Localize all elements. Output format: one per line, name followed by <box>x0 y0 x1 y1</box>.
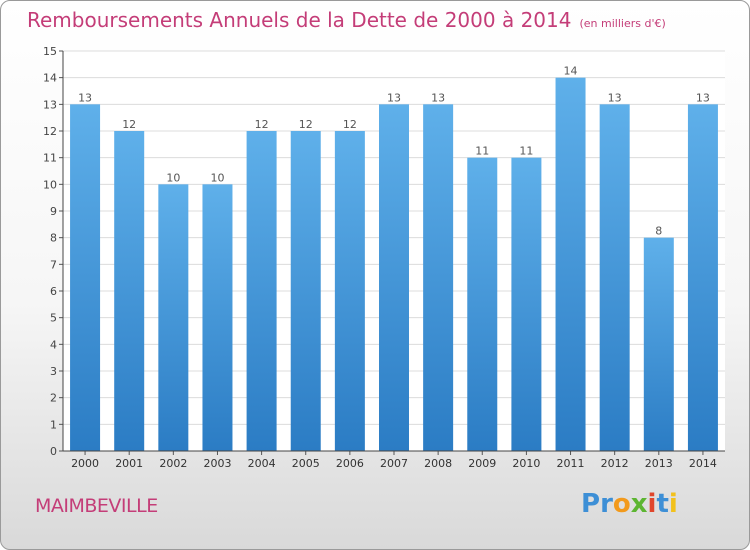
logo-letter: i <box>668 489 678 519</box>
bar <box>511 157 542 451</box>
chart-title-text: Remboursements Annuels de la Dette de 20… <box>27 8 572 32</box>
x-tick-label: 2009 <box>468 457 496 470</box>
logo-letter: P <box>581 489 601 519</box>
data-label: 12 <box>343 118 357 131</box>
bar <box>555 77 586 452</box>
y-tick-label: 10 <box>43 178 57 191</box>
data-label: 14 <box>564 65 578 78</box>
chart-title: Remboursements Annuels de la Dette de 20… <box>27 8 666 32</box>
bar <box>202 184 233 452</box>
x-tick-label: 2014 <box>689 457 717 470</box>
x-tick-label: 2012 <box>601 457 629 470</box>
x-tick-label: 2001 <box>115 457 143 470</box>
x-tick-label: 2008 <box>424 457 452 470</box>
bar <box>114 131 145 451</box>
bar <box>158 184 189 452</box>
data-label: 12 <box>255 118 269 131</box>
y-tick-label: 11 <box>43 152 57 165</box>
x-tick-label: 2013 <box>645 457 673 470</box>
data-label: 8 <box>655 225 662 238</box>
chart-unit: (en milliers d'€) <box>579 17 666 30</box>
bar <box>687 104 718 451</box>
bar <box>290 131 321 451</box>
y-tick-label: 9 <box>50 205 57 218</box>
y-tick-label: 15 <box>43 45 57 58</box>
y-tick-label: 2 <box>50 392 57 405</box>
bar <box>599 104 630 451</box>
logo-letter: i <box>647 489 657 519</box>
logo-letter: t <box>656 489 669 519</box>
bar <box>70 104 101 451</box>
data-label: 13 <box>431 91 445 104</box>
data-labels: 13 12 10 10 12 12 12 13 13 11 11 14 13 8 13 <box>78 65 710 238</box>
bar <box>423 104 454 451</box>
data-label: 11 <box>519 145 533 158</box>
x-tick-label: 2004 <box>248 457 276 470</box>
data-label: 12 <box>122 118 136 131</box>
x-tick-label: 2002 <box>159 457 187 470</box>
data-label: 10 <box>210 171 224 184</box>
y-tick-label: 3 <box>50 365 57 378</box>
logo-letter: x <box>630 489 648 519</box>
y-tick-label: 0 <box>50 445 57 458</box>
bar <box>246 131 277 451</box>
logo-letter: o <box>612 489 631 519</box>
y-tick-label: 7 <box>50 258 57 271</box>
x-tick-label: 2006 <box>336 457 364 470</box>
data-label: 11 <box>475 145 489 158</box>
x-tick-label: 2000 <box>71 457 99 470</box>
bar <box>643 237 674 451</box>
proxiti-logo: Proxiti <box>581 489 678 519</box>
x-tick-label: 2003 <box>203 457 231 470</box>
y-tick-label: 6 <box>50 285 57 298</box>
x-tick-label: 2010 <box>512 457 540 470</box>
data-label: 13 <box>608 91 622 104</box>
x-tick-label: 2005 <box>292 457 320 470</box>
bars <box>70 77 718 452</box>
data-label: 12 <box>299 118 313 131</box>
y-tick-label: 14 <box>43 72 57 85</box>
bar <box>379 104 409 451</box>
y-tick-label: 12 <box>43 125 57 138</box>
bar <box>334 131 365 451</box>
commune-name: MAIMBEVILLE <box>35 495 158 517</box>
y-tick-label: 5 <box>50 312 57 325</box>
x-tick-label: 2011 <box>557 457 585 470</box>
data-label: 13 <box>696 91 710 104</box>
logo-letter: r <box>600 489 613 519</box>
data-label: 10 <box>166 171 180 184</box>
y-tick-label: 8 <box>50 232 57 245</box>
bar <box>467 157 498 451</box>
data-label: 13 <box>387 91 401 104</box>
y-tick-label: 13 <box>43 98 57 111</box>
y-tick-label: 1 <box>50 418 57 431</box>
x-tick-label: 2007 <box>380 457 408 470</box>
data-label: 13 <box>78 91 92 104</box>
y-tick-label: 4 <box>50 338 57 351</box>
